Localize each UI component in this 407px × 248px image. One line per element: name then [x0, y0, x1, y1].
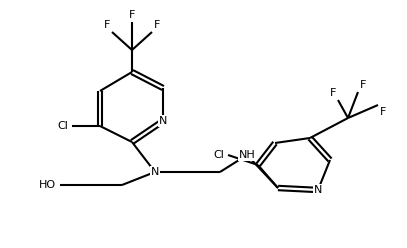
Text: N: N — [151, 167, 159, 177]
Text: F: F — [129, 10, 135, 20]
Text: HO: HO — [39, 180, 56, 190]
Text: F: F — [104, 20, 110, 30]
Text: Cl: Cl — [57, 121, 68, 131]
Text: F: F — [330, 88, 336, 98]
Text: N: N — [314, 185, 322, 195]
Text: NH: NH — [239, 150, 255, 160]
Text: F: F — [154, 20, 160, 30]
Text: Cl: Cl — [213, 150, 224, 160]
Text: N: N — [159, 116, 167, 126]
Text: F: F — [360, 80, 366, 90]
Text: F: F — [380, 107, 386, 117]
